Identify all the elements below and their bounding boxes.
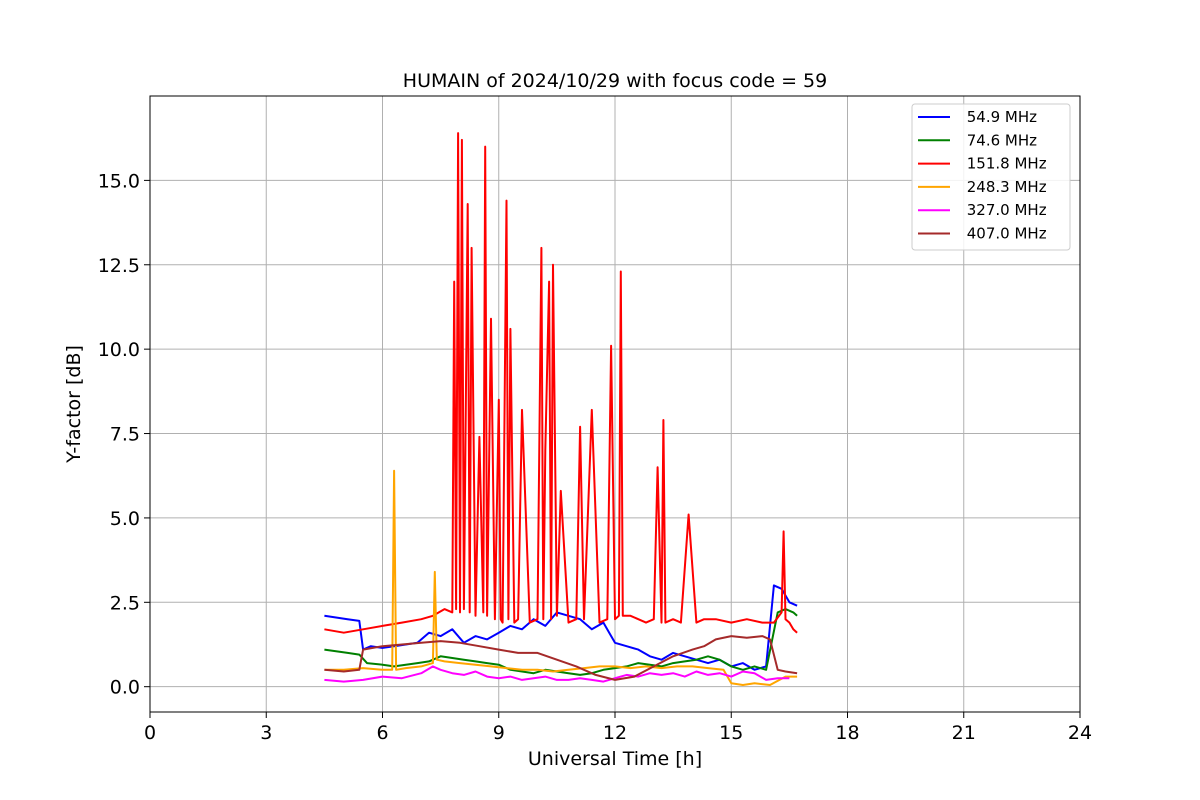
series-line-407-0-mhz xyxy=(324,635,798,681)
x-tick-label: 0 xyxy=(144,722,156,744)
x-axis: 0 3 6 9 12 15 18 21 24 xyxy=(144,712,1092,744)
x-tick-label: 18 xyxy=(835,722,859,744)
x-tick-label: 24 xyxy=(1068,722,1092,744)
series-line-74-6-mhz xyxy=(324,608,798,676)
x-tick-label: 9 xyxy=(493,722,505,744)
legend-label: 327.0 MHz xyxy=(962,201,1047,219)
y-tick-label: 0.0 xyxy=(110,677,140,699)
y-tick-label: 2.5 xyxy=(110,592,140,614)
y-tick-label: 7.5 xyxy=(110,424,140,446)
series-line-327-0-mhz xyxy=(324,665,790,683)
y-tick-label: 5.0 xyxy=(110,508,140,530)
legend-label: 407.0 MHz xyxy=(962,225,1047,243)
x-tick-label: 21 xyxy=(952,722,976,744)
y-axis: 0.0 2.5 5.0 7.5 10.0 12.5 15.0 xyxy=(98,170,150,699)
legend-label: 248.3 MHz xyxy=(962,178,1047,196)
y-axis-label: Y-factor [dB] xyxy=(63,345,85,464)
x-tick-label: 12 xyxy=(603,722,627,744)
x-tick-label: 15 xyxy=(719,722,743,744)
x-axis-label: Universal Time [h] xyxy=(528,748,702,770)
legend-label: 151.8 MHz xyxy=(962,155,1047,173)
legend-box xyxy=(911,103,1071,251)
legend-label: 54.9 MHz xyxy=(962,108,1037,126)
legend: 54.9 MHz 74.6 MHz 151.8 MHz 248.3 MHz 32… xyxy=(911,103,1071,251)
x-tick-label: 6 xyxy=(376,722,388,744)
series-line-248-3-mhz xyxy=(324,469,798,686)
chart-title: HUMAIN of 2024/10/29 with focus code = 5… xyxy=(403,70,827,92)
legend-label: 74.6 MHz xyxy=(962,131,1037,149)
series-lines xyxy=(324,132,798,686)
y-tick-label: 10.0 xyxy=(98,339,140,361)
y-tick-label: 15.0 xyxy=(98,170,140,192)
y-tick-label: 12.5 xyxy=(98,255,140,277)
series-line-151-8-mhz xyxy=(324,132,798,634)
x-tick-label: 3 xyxy=(260,722,272,744)
